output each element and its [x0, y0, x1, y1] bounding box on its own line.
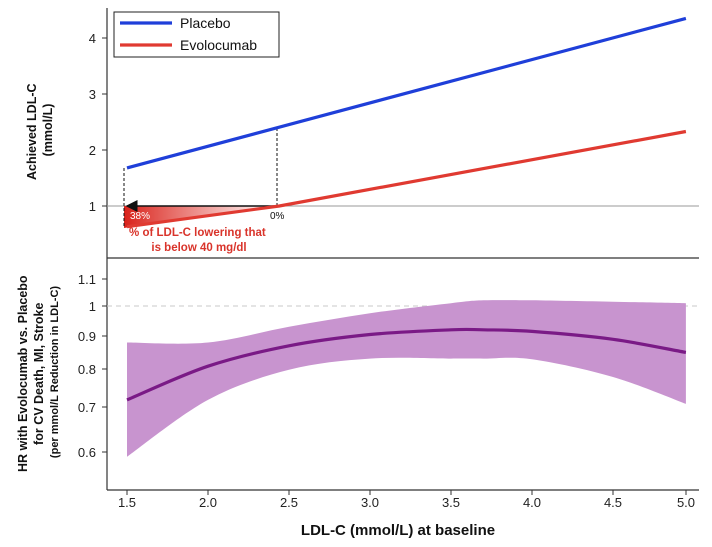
bottom-y-tick: 0.6	[78, 445, 96, 460]
top-y-axis-label-line1: Achieved LDL-C	[25, 83, 39, 180]
x-ticks: 1.5 2.0 2.5 3.0 3.5 4.0 4.5 5.0	[118, 495, 695, 510]
x-tick: 5.0	[677, 495, 695, 510]
x-tick: 3.5	[442, 495, 460, 510]
bottom-y-tick: 1.1	[78, 272, 96, 287]
bottom-y-ticks: 0.6 0.7 0.8 0.9 1 1.1	[78, 272, 96, 460]
top-y-ticks: 1 2 3 4	[89, 31, 96, 214]
top-y-axis-label: Achieved LDL-C (mmol/L)	[25, 80, 55, 180]
placebo-line	[126, 16, 687, 170]
x-tick: 2.0	[199, 495, 217, 510]
bottom-y-tick: 0.8	[78, 362, 96, 377]
x-tick: 4.0	[523, 495, 541, 510]
bottom-y-tickmarks	[102, 278, 107, 453]
bottom-y-tick: 1	[89, 299, 96, 314]
x-tick: 3.0	[361, 495, 379, 510]
x-tick: 2.5	[280, 495, 298, 510]
top-y-axis-label-line2: (mmol/L)	[41, 104, 55, 157]
hr-confidence-band	[127, 300, 686, 457]
top-y-tick: 3	[89, 87, 96, 102]
x-axis-label: LDL-C (mmol/L) at baseline	[301, 522, 495, 539]
bottom-y-axis-label-line1: HR with Evolocumab vs. Placebo	[16, 275, 30, 472]
legend-evolocumab-label: Evolocumab	[180, 37, 257, 53]
annotation-note-line1: % of LDL-C lowering that	[129, 227, 266, 239]
top-y-tick: 2	[89, 143, 96, 158]
axes-frame	[106, 8, 699, 491]
annotation-note-line2: is below 40 mg/dl	[151, 242, 246, 254]
bottom-y-tick: 0.9	[78, 329, 96, 344]
annotation-note: % of LDL-C lowering that is below 40 mg/…	[129, 227, 269, 254]
x-tick: 4.5	[604, 495, 622, 510]
x-tick: 1.5	[118, 495, 136, 510]
bottom-y-axis-label-line3: (per mmol/L Reduction in LDL-C)	[49, 286, 61, 458]
top-y-tickmarks	[102, 37, 107, 207]
x-tickmarks	[126, 490, 687, 495]
top-y-tick: 1	[89, 199, 96, 214]
legend-placebo-label: Placebo	[180, 15, 231, 31]
legend: Placebo Evolocumab	[113, 11, 280, 58]
legend-box	[113, 11, 280, 58]
bottom-y-axis-label-line2: for CV Death, MI, Stroke	[32, 303, 46, 445]
bottom-y-tick: 0.7	[78, 400, 96, 415]
hr-line	[126, 327, 687, 402]
pct-right-label: 0%	[270, 211, 285, 222]
pct-left-label: 38%	[130, 211, 150, 222]
evolocumab-line	[126, 129, 687, 229]
bottom-y-axis-label: HR with Evolocumab vs. Placebo for CV De…	[16, 272, 61, 472]
top-y-tick: 4	[89, 31, 96, 46]
